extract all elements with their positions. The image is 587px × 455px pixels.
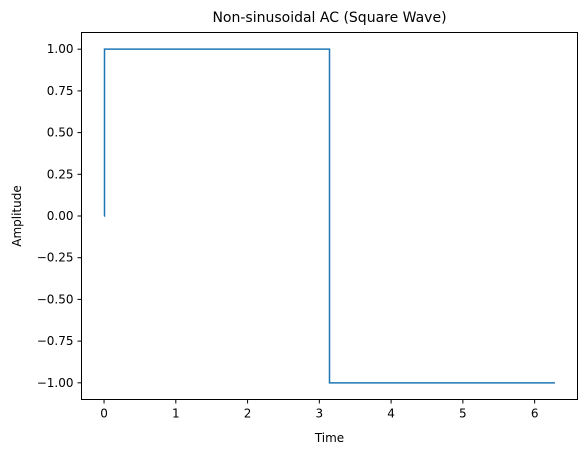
x-tick-label: 2 bbox=[244, 407, 252, 421]
plot-area bbox=[81, 32, 578, 400]
x-tick-label: 4 bbox=[387, 407, 395, 421]
y-axis: −1.00 −0.75 −0.50 −0.25 0.00 0.25 0.50 0.75 1.00 bbox=[37, 42, 82, 390]
square-wave-line bbox=[103, 48, 555, 384]
x-tick-label: 1 bbox=[172, 407, 180, 421]
x-axis: 0 1 2 3 4 5 6 bbox=[100, 399, 539, 421]
x-axis-label: Time bbox=[314, 431, 344, 445]
y-tick-label: −1.00 bbox=[37, 376, 74, 390]
x-tick-label: 3 bbox=[316, 407, 324, 421]
x-tick-label: 6 bbox=[531, 407, 539, 421]
chart-title: Non-sinusoidal AC (Square Wave) bbox=[212, 10, 446, 26]
y-tick-label: 0.00 bbox=[47, 209, 74, 223]
x-tick-label: 0 bbox=[100, 407, 108, 421]
y-tick-label: −0.25 bbox=[37, 251, 74, 265]
y-tick-label: −0.75 bbox=[37, 334, 74, 348]
y-tick-label: 0.75 bbox=[47, 84, 74, 98]
x-tick-label: 5 bbox=[459, 407, 467, 421]
y-tick-label: 0.50 bbox=[47, 126, 74, 140]
y-tick-label: 1.00 bbox=[47, 42, 74, 56]
y-tick-label: 0.25 bbox=[47, 167, 74, 181]
y-tick-label: −0.50 bbox=[37, 292, 74, 306]
y-axis-label: Amplitude bbox=[10, 185, 24, 247]
